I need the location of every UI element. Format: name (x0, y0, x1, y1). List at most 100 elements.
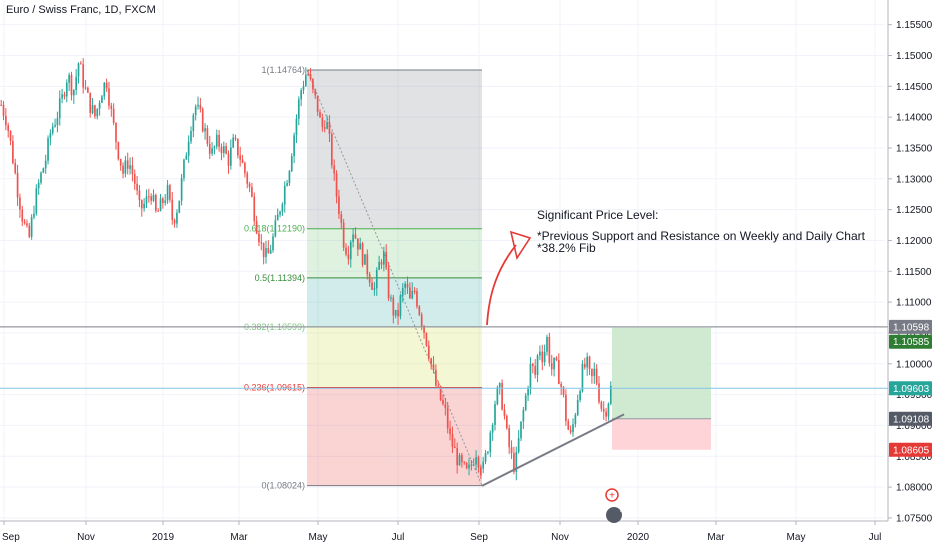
candle-body (225, 146, 227, 154)
chart-zones: 1(1.14764)0.618(1.12190)0.5(1.11394)0.38… (244, 65, 711, 491)
candle-body (340, 213, 343, 223)
candle-body (80, 63, 82, 65)
price-tag-value: 1.10585 (893, 337, 930, 348)
candle-body (23, 221, 26, 224)
candle-body (232, 137, 235, 148)
candle-body (255, 221, 258, 234)
candle-body (101, 96, 103, 103)
candle-body (513, 453, 515, 472)
candle-body (94, 105, 96, 117)
candle-body (399, 295, 402, 317)
candle-body (54, 125, 56, 127)
candle-body (470, 464, 473, 466)
candle-body (517, 438, 520, 453)
support-trendline (481, 413, 625, 487)
candle-body (418, 306, 421, 315)
candle-body (503, 409, 506, 416)
candle-body (253, 196, 256, 222)
candle-body (290, 156, 293, 172)
candle-body (89, 92, 92, 113)
x-tick-label: Sep (470, 532, 488, 543)
candle-body (248, 183, 251, 188)
candle-body (557, 360, 560, 385)
candle-body (385, 251, 388, 269)
candle-body (548, 336, 551, 364)
candle-body (529, 363, 532, 389)
price-tag-value: 1.09603 (893, 384, 930, 395)
candle-body (244, 162, 246, 174)
candle-body (361, 243, 364, 265)
candle-body (539, 351, 541, 356)
price-tag: 1.10585 (889, 334, 932, 349)
fib-zone (307, 70, 482, 229)
candle-body (112, 108, 115, 123)
candle-body (157, 210, 160, 212)
chart-title: Euro / Swiss Franc, 1D, FXCM (6, 4, 156, 16)
candle-body (446, 407, 449, 429)
y-tick-label: 1.11500 (896, 267, 932, 278)
candle-body (110, 105, 113, 109)
candle-body (129, 165, 131, 169)
candle-body (267, 248, 270, 254)
candle-body (140, 199, 143, 209)
candle-body (72, 89, 75, 96)
candle-body (602, 408, 605, 412)
candle-body (16, 173, 19, 198)
annotation-arrow (486, 244, 517, 326)
candle-body (442, 400, 444, 404)
candle-body (562, 386, 565, 395)
fib-anchor-line (306, 69, 483, 486)
candle-body (234, 137, 237, 139)
candle-body (607, 403, 610, 417)
candle-body (119, 158, 122, 166)
candle-body (281, 204, 284, 212)
candle-body (274, 220, 277, 237)
candle-body (316, 95, 319, 112)
alert-icon (605, 488, 619, 502)
candle-body (378, 261, 380, 270)
candle-body (131, 165, 134, 174)
candle-body (12, 140, 14, 163)
candle-body (550, 363, 553, 370)
candle-body (323, 126, 326, 129)
fib-level-label: 1(1.14764) (261, 65, 305, 75)
candle-body (609, 385, 612, 404)
candle-body (600, 402, 603, 409)
candle-body (390, 297, 392, 299)
candle-body (416, 291, 418, 307)
candle-body (164, 200, 167, 204)
candle-body (241, 159, 244, 163)
candle-body (26, 223, 28, 226)
price-tag: 1.09603 (889, 381, 932, 396)
x-tick-label: Mar (230, 532, 248, 543)
candle-body (321, 117, 324, 127)
event-badge[interactable]: +4 (605, 488, 625, 523)
candle-body (451, 434, 454, 447)
annotation-arrowhead (509, 230, 532, 261)
candle-body (192, 115, 195, 131)
fib-zone (307, 277, 482, 327)
candle-body (51, 126, 54, 134)
candle-body (5, 115, 7, 126)
candle-body (246, 173, 249, 184)
price-axis[interactable]: 1.15500 1.15000 1.14500 1.14000 1.13500 1.130… (887, 0, 932, 524)
candle-body (427, 345, 430, 359)
candle-body (150, 196, 153, 201)
candle-body (44, 160, 47, 169)
candle-body (201, 108, 204, 132)
candle-body (335, 173, 338, 197)
candle-body (328, 122, 331, 135)
x-tick-label: 2019 (152, 532, 175, 543)
drawing-overlays[interactable] (0, 230, 888, 487)
candle-body (276, 214, 279, 221)
candle-body (449, 428, 451, 435)
candle-body (105, 82, 108, 89)
candle-body (326, 122, 328, 129)
candle-body (356, 238, 359, 250)
candle-body (152, 194, 155, 201)
time-axis[interactable]: Sep Nov 2019 Mar May Jul Sep Nov 2020 Mar May Jul (0, 520, 888, 543)
candle-body (487, 452, 489, 454)
candle-body (569, 429, 572, 433)
events-icon (606, 507, 622, 523)
